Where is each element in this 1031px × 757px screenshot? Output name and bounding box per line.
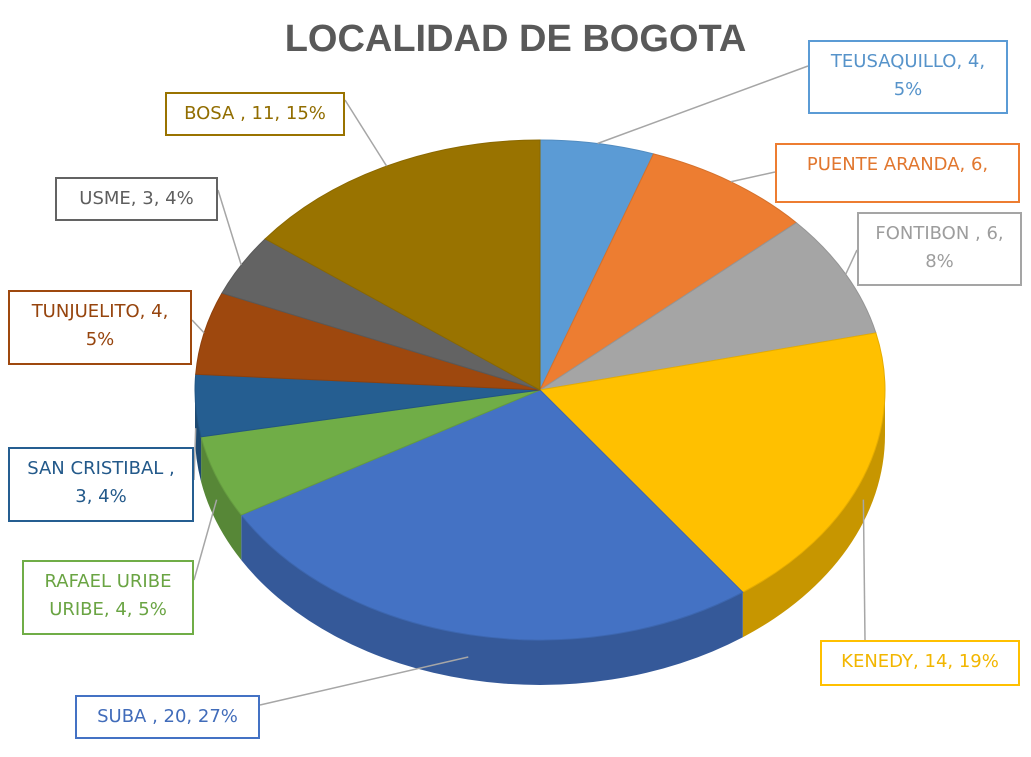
leader-line <box>862 499 866 641</box>
pie-slice <box>538 153 798 392</box>
pie-side <box>195 390 202 482</box>
leader-line <box>193 499 218 581</box>
data-label: PUENTE ARANDA, 6, <box>775 143 1020 203</box>
leader-line <box>217 189 242 266</box>
leader-line <box>193 428 197 481</box>
pie-slice <box>264 139 541 391</box>
data-label: TEUSAQUILLO, 4, 5% <box>808 40 1008 114</box>
pie-slice <box>538 332 886 593</box>
pie-side <box>201 436 242 560</box>
data-label: SUBA , 20, 27% <box>75 695 260 739</box>
leader-line <box>597 65 809 145</box>
data-label: TUNJUELITO, 4, 5% <box>8 290 192 365</box>
data-label: RAFAEL URIBE URIBE, 4, 5% <box>22 560 194 635</box>
pie-slice <box>240 389 744 641</box>
leader-line <box>191 319 205 334</box>
leader-line <box>730 171 776 183</box>
data-label: USME, 3, 4% <box>55 177 218 221</box>
leader-line <box>259 656 469 706</box>
data-label: FONTIBON , 6, 8% <box>857 212 1022 286</box>
pie-side <box>241 515 743 685</box>
leader-line <box>845 249 858 275</box>
leader-line <box>344 99 388 167</box>
data-label: SAN CRISTIBAL , 3, 4% <box>8 447 194 522</box>
data-label: BOSA , 11, 15% <box>165 92 345 136</box>
pie-side <box>742 390 885 638</box>
data-label: KENEDY, 14, 19% <box>820 640 1020 686</box>
chart-title: LOCALIDAD DE BOGOTA <box>284 18 747 60</box>
